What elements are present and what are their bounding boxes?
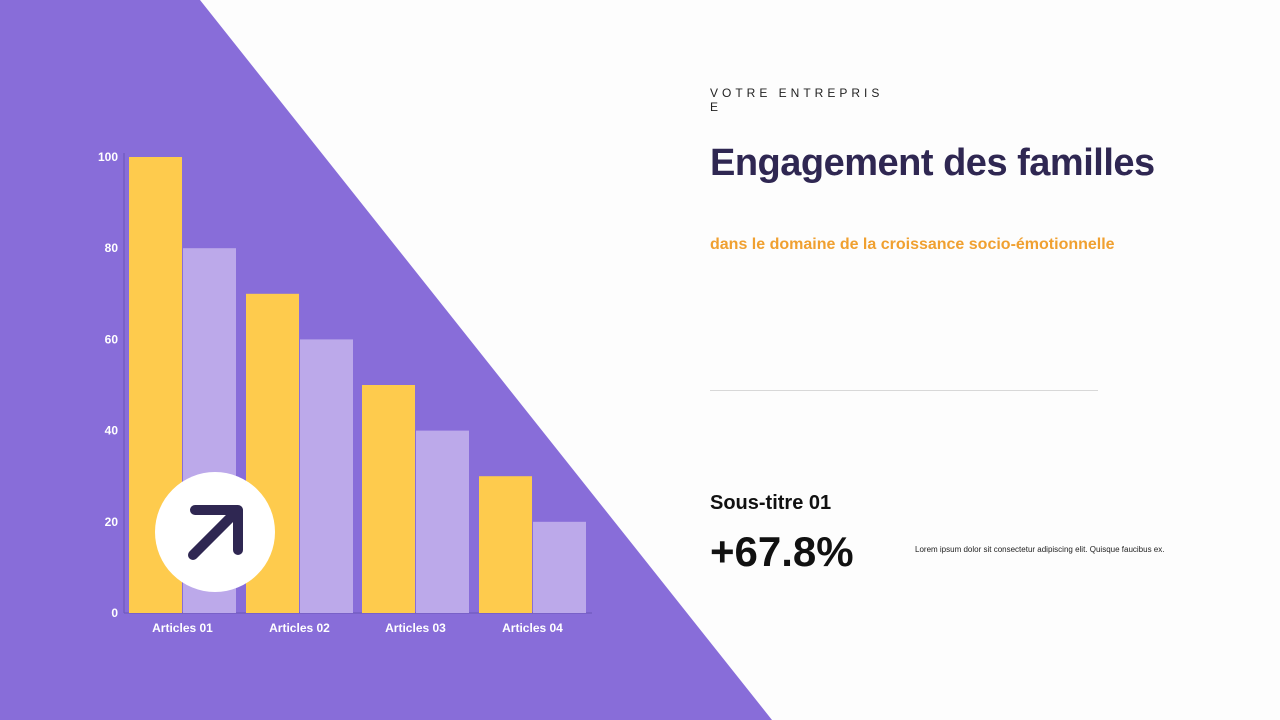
x-category-label: Articles 01 — [152, 621, 213, 635]
stat-label: Sous-titre 01 — [710, 492, 832, 514]
growth-badge — [155, 472, 275, 592]
arrow-up-right-icon — [188, 505, 243, 560]
company-kicker: VOTRE ENTREPRISE — [710, 86, 884, 114]
y-tick-label: 80 — [105, 241, 119, 255]
x-category-label: Articles 04 — [502, 621, 563, 635]
x-category-label: Articles 03 — [385, 621, 446, 635]
bar-series-1-4 — [479, 476, 532, 613]
bar-series-1-3 — [362, 385, 415, 613]
stat-value: +67.8% — [710, 528, 854, 575]
page-subtitle: dans le domaine de la croissance socio-é… — [710, 236, 1115, 253]
stat-description: Lorem ipsum dolor sit consectetur adipis… — [915, 545, 1165, 554]
bar-series-2-3 — [416, 430, 469, 613]
page-title: Engagement des familles — [710, 142, 1155, 184]
y-tick-label: 100 — [98, 150, 118, 164]
x-category-label: Articles 02 — [269, 621, 330, 635]
y-tick-label: 20 — [105, 515, 119, 529]
bar-series-2-2 — [300, 339, 353, 613]
divider — [710, 390, 1098, 391]
bar-series-2-4 — [533, 521, 586, 613]
y-tick-label: 40 — [105, 424, 119, 438]
y-tick-label: 60 — [105, 332, 119, 346]
y-tick-label: 0 — [111, 606, 118, 620]
